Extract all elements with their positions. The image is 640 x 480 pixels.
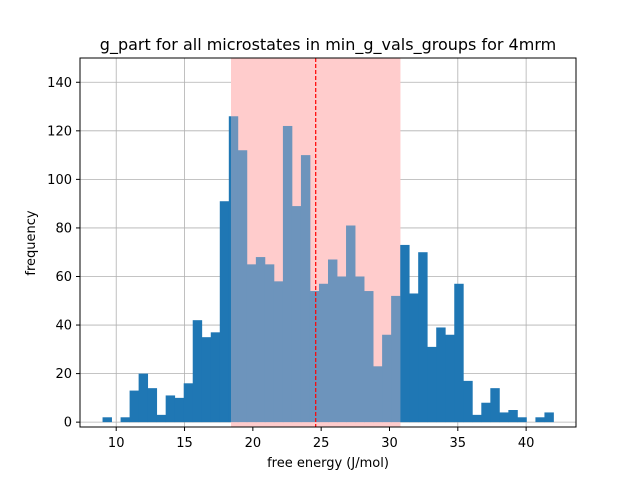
axes: 10 15 20 25 30 35 40 0 20 40 60 80 100 120 140 (47, 57, 577, 451)
histogram-bar (282, 125, 293, 423)
x-tick-label: 35 (450, 436, 467, 451)
x-axis-label: free energy (J/mol) (267, 456, 389, 471)
histogram-bar (328, 259, 338, 423)
x-tick-label: 30 (381, 436, 398, 451)
histogram-bar (147, 388, 158, 423)
y-tick-label: 100 (47, 173, 72, 188)
histogram-bar (508, 410, 518, 423)
histogram-bar (255, 257, 266, 423)
x-tick-label: 25 (313, 436, 330, 451)
y-tick-label: 60 (55, 270, 72, 285)
y-tick-label: 120 (47, 124, 72, 139)
y-tick-label: 40 (55, 319, 72, 334)
histogram-bar (120, 417, 130, 423)
y-tick-label: 20 (55, 367, 72, 382)
histogram-bar (490, 388, 500, 423)
histogram-bar (201, 337, 212, 423)
histogram-bar (544, 412, 554, 423)
histogram-bar (463, 380, 473, 423)
histogram-bar (427, 346, 437, 423)
histogram-bar (535, 417, 545, 423)
y-tick-label: 140 (47, 76, 72, 91)
y-axis-label: frequency (24, 210, 39, 276)
histogram-bar (445, 334, 455, 423)
histogram-bar (156, 414, 167, 423)
histogram-bar (481, 402, 491, 423)
histogram-bar (228, 116, 239, 423)
histogram-bar (192, 320, 203, 423)
histogram-bar (129, 390, 140, 423)
histogram-bar (291, 206, 302, 423)
histogram-bar (309, 291, 320, 423)
chart-title: g_part for all microstates in min_g_vals… (100, 35, 556, 55)
histogram-bar (472, 414, 482, 423)
histogram-bar (210, 332, 221, 423)
histogram-bar (300, 155, 311, 423)
overlay-layer (230, 58, 401, 427)
histogram-bar (436, 327, 446, 423)
y-tick-label: 0 (64, 416, 72, 431)
histogram-bar (382, 334, 392, 423)
histogram-bar (273, 281, 284, 423)
histogram-bar (355, 276, 365, 423)
histogram-bar (174, 397, 185, 423)
histogram-bar (346, 225, 356, 423)
histogram-bar (183, 383, 194, 423)
histogram-bar (418, 252, 428, 423)
histogram-bar (391, 295, 401, 423)
x-tick-label: 15 (176, 436, 193, 451)
histogram-bar (373, 366, 383, 423)
histogram-bar (102, 417, 112, 423)
histogram-bar (318, 283, 329, 423)
histogram-bar (264, 264, 275, 423)
histogram-bar (237, 150, 248, 423)
histogram-bar (246, 264, 257, 423)
plot-frame (79, 57, 577, 428)
histogram-bars (102, 116, 554, 423)
histogram-bar (499, 412, 509, 423)
histogram-bar (400, 244, 410, 423)
x-tick-label: 40 (518, 436, 535, 451)
y-tick-label: 80 (55, 221, 72, 236)
histogram-bar (138, 373, 149, 423)
histogram-bar (364, 291, 374, 423)
histogram-bar (165, 395, 176, 423)
histogram-bar (409, 293, 419, 423)
histogram-bar (337, 276, 347, 423)
x-tick-label: 20 (245, 436, 262, 451)
histogram-bar (219, 201, 230, 423)
histogram-bar (517, 417, 527, 423)
histogram-bar (454, 283, 464, 423)
x-tick-label: 10 (108, 436, 125, 451)
